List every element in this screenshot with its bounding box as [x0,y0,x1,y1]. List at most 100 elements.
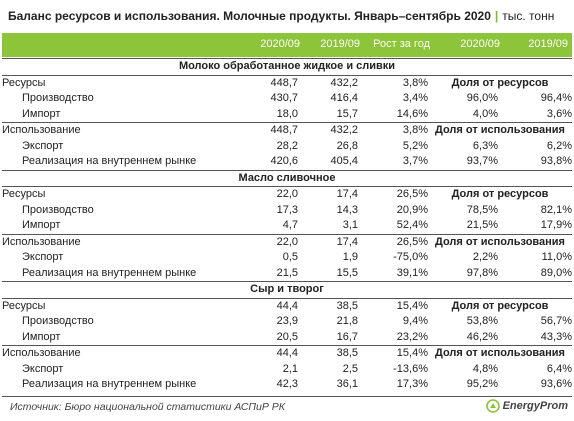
table-row: Производство 23,9 21,8 9,4% 53,8% 56,7% [2,314,572,330]
value-2019: 17,4 [298,233,358,250]
column-header-row: 2020/09 2019/09 Рост за год 2020/09 2019… [2,33,572,57]
value-2019: 416,4 [330,92,358,105]
growth-value: 3,4% [402,92,428,105]
title-bar: Баланс ресурсов и использования. Молочны… [2,2,572,30]
value-2019: 17,4 [298,186,358,203]
source-note: Источник: Бюро национальной статистики А… [10,401,285,413]
share-group-label: Доля от ресурсов [428,297,572,314]
row-label: Импорт [22,219,61,232]
table-body: Молоко обработанное жидкое и сливки Ресур… [2,58,572,393]
value-2020: 21,5 [276,266,298,279]
value-2020: 430,7 [270,92,298,105]
row-label: Производство [22,315,94,328]
growth-value: 26,5% [358,233,428,250]
header-col-share-2020: 2020/09 [460,38,500,50]
value-2019: 432,2 [298,122,358,139]
row-label: Экспорт [22,362,64,375]
growth-value: 15,4% [358,297,428,314]
share-2019: 11,0% [541,251,572,264]
section-title: Масло сливочное [2,169,572,187]
value-2020: 20,5 [276,330,298,343]
row-label: Экспорт [22,139,64,152]
table-row: Реализация на внутреннем рынке 21,5 15,5 39… [2,266,572,282]
share-2020: 4,8% [472,362,498,375]
value-2019: 1,9 [342,251,358,264]
value-2019: 16,7 [336,330,358,343]
energyprom-logo: EnergyProm [485,399,568,413]
section-title: Молоко обработанное жидкое и сливки [2,58,572,75]
share-2020: 97,8% [466,266,498,279]
row-label: Реализация на внутреннем рынке [22,266,197,279]
value-2019: 15,7 [336,107,358,120]
share-2020: 78,5% [466,203,498,216]
share-group-label: Доля от использования [428,345,572,362]
share-group-label: Доля от использования [428,122,572,139]
value-2020: 4,7 [282,219,298,232]
value-2020: 18,0 [276,107,298,120]
value-2019: 36,1 [336,378,358,391]
section-header-row: Молоко обработанное жидкое и сливки [2,58,572,75]
row-label: Производство [22,92,94,105]
share-2019: 82,1% [540,203,572,216]
growth-value: 17,3% [396,378,428,391]
share-group-label: Доля от ресурсов [428,74,572,91]
row-label: Импорт [22,107,61,120]
value-2020: 42,3 [276,378,298,391]
share-2019: 96,4% [540,92,572,105]
table-row: Использование 22,0 17,4 26,5% Доля от исполь… [2,233,572,250]
table-row: Ресурсы 22,0 17,4 26,5% Доля от ресурсов [2,186,572,203]
table-row: Экспорт 2,1 2,5 -13,6% 4,8% 6,4% [2,362,572,378]
value-2019: 2,5 [342,362,358,375]
value-2019: 15,5 [336,266,358,279]
growth-value: 14,6% [396,107,428,120]
value-2019: 38,5 [298,345,358,362]
table-row: Импорт 4,7 3,1 52,4% 21,5% 17,9% [2,218,572,234]
table-row: Использование 44,4 38,5 15,4% Доля от исполь… [2,345,572,362]
share-2020: 95,2% [466,378,498,391]
value-2020: 22,0 [232,186,298,203]
share-2019: 43,3% [540,330,572,343]
share-2020: 4,0% [472,107,498,120]
share-2019: 89,0% [540,266,572,279]
value-2019: 26,8 [336,139,358,152]
table-row: Экспорт 0,5 1,9 -75,0% 2,2% 11,0% [2,250,572,266]
share-2020: 6,3% [472,139,498,152]
value-2019: 3,1 [342,219,358,232]
row-label: Использование [2,233,232,250]
value-2019: 21,8 [336,315,358,328]
share-group-label: Доля от ресурсов [428,186,572,203]
growth-value: 5,2% [402,139,428,152]
header-col-growth: Рост за год [373,38,430,50]
share-2019: 6,2% [546,139,572,152]
table-row: Производство 17,3 14,3 20,9% 78,5% 82,1% [2,203,572,219]
row-label: Импорт [22,330,61,343]
growth-value: -75,0% [393,251,428,264]
table-row: Использование 448,7 432,2 3,8% Доля от испол… [2,122,572,139]
header-col-2020: 2020/09 [260,38,300,50]
table-row: Реализация на внутреннем рынке 42,3 36,1 17… [2,377,572,393]
growth-value: 26,5% [358,186,428,203]
share-2020: 93,7% [466,155,498,168]
value-2020: 0,5 [282,251,298,264]
logo-text: EnergyProm [502,400,568,412]
table-row: Ресурсы 44,4 38,5 15,4% Доля от ресурсов [2,297,572,314]
section-header-row: Масло сливочное [2,169,572,187]
section-header-row: Сыр и творог [2,281,572,298]
share-2020: 96,0% [466,92,498,105]
value-2020: 28,2 [276,139,298,152]
share-2019: 56,7% [540,315,572,328]
value-2020: 448,7 [232,74,298,91]
share-2020: 46,2% [466,330,498,343]
value-2019: 405,4 [330,155,358,168]
growth-value: 15,4% [358,345,428,362]
growth-value: 52,4% [396,219,428,232]
row-label: Реализация на внутреннем рынке [22,155,197,168]
growth-value: 3,8% [358,74,428,91]
footer-divider [2,396,572,397]
row-label: Реализация на внутреннем рынке [22,378,197,391]
row-label: Использование [2,345,232,362]
header-col-share-2019: 2019/09 [528,38,568,50]
row-label: Использование [2,122,232,139]
table-row: Реализация на внутреннем рынке 420,6 405,4… [2,154,572,170]
